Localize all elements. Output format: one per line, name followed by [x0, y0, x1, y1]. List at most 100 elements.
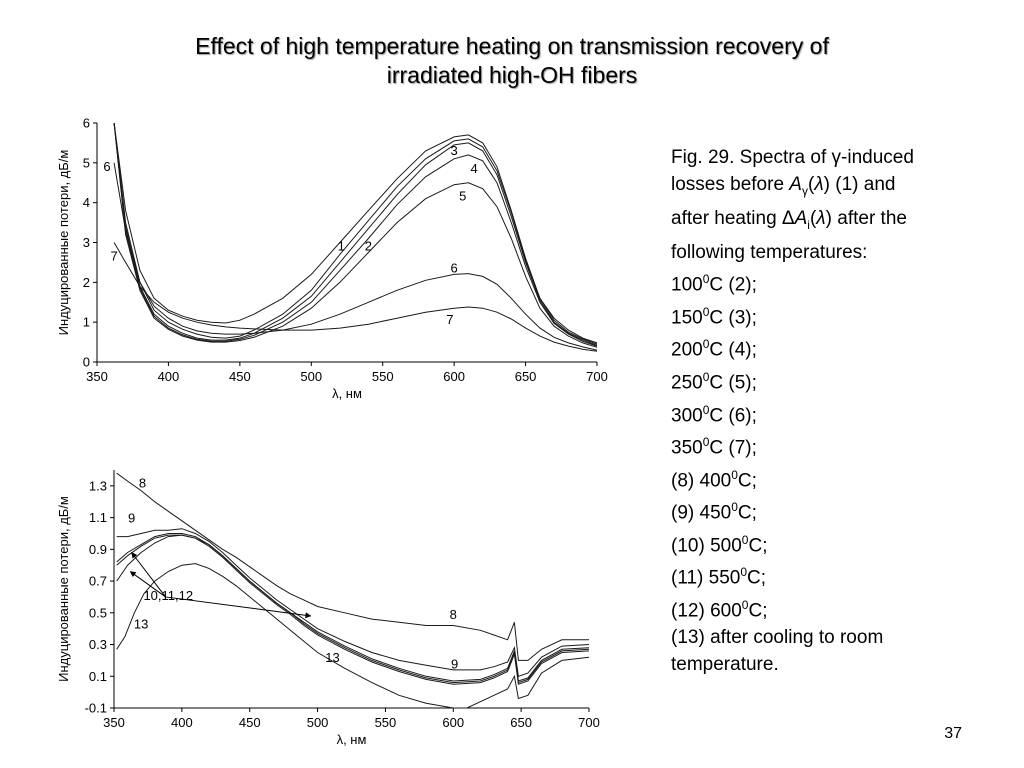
caption-text: (10) 500 — [671, 534, 742, 556]
caption-temperature-item: 2500C (5); — [671, 364, 991, 397]
series-line-8 — [116, 472, 589, 661]
caption-text: ) after the — [825, 208, 907, 230]
x-tick-label: 700 — [586, 369, 608, 384]
series-line-4 — [113, 122, 598, 347]
y-tick-label: 1 — [83, 315, 90, 330]
caption-temperature-item: (8) 4000C; — [671, 462, 991, 495]
caption-text: C (2); — [709, 274, 757, 296]
x-tick-label: 550 — [372, 369, 394, 384]
caption-text: C (5); — [709, 372, 757, 394]
caption-text: C; — [748, 600, 768, 622]
caption-text: 0 — [702, 402, 710, 417]
curve-label: 6 — [103, 159, 110, 174]
y-tick-label: 2 — [83, 275, 90, 290]
curve-label: 8 — [139, 475, 146, 490]
curve-label: 7 — [446, 312, 453, 327]
caption-temperature-item: 1500C (3); — [671, 299, 991, 332]
caption-text: (11) 550 — [671, 567, 741, 589]
x-tick-label: 700 — [578, 715, 600, 730]
caption-text: (8) 400 — [671, 469, 732, 491]
caption-symbol: λ — [814, 174, 824, 196]
series-line-5 — [113, 122, 598, 348]
caption-text: 0 — [731, 500, 738, 515]
caption-symbol: A — [789, 174, 802, 196]
caption-text: 0 — [702, 337, 710, 352]
caption-text: 100 — [671, 274, 703, 296]
caption-line: following temperatures: — [671, 242, 868, 264]
y-tick-label: 0.5 — [89, 605, 107, 620]
caption-text: (9) 450 — [671, 502, 732, 524]
leader-arrow — [131, 552, 166, 598]
series-line-6 — [113, 162, 598, 351]
caption-text: 0 — [741, 597, 749, 612]
curve-label: 10,11,12 — [143, 588, 193, 603]
caption-temperature-item: (9) 4500C; — [671, 494, 991, 527]
y-tick-label: 6 — [83, 116, 90, 131]
series-line-12 — [116, 534, 590, 682]
caption-temperature-item: 3500C (7); — [671, 429, 991, 462]
slide-title-line-2: irradiated high-OH fibers — [386, 62, 638, 88]
caption-text: after heating Δ — [671, 208, 795, 230]
caption-text: ( — [809, 208, 817, 230]
y-tick-label: 1.3 — [89, 478, 107, 493]
curve-label: 13 — [325, 650, 339, 665]
x-tick-label: 550 — [375, 715, 397, 730]
series-line-3 — [113, 122, 598, 346]
caption-text: 200 — [671, 339, 703, 361]
y-axis-label: Индуцированные потери, дБ/м — [56, 496, 71, 682]
caption-temperature-item: 3000C (6); — [671, 397, 991, 430]
y-axis-label: Индуцированные потери, дБ/м — [56, 150, 71, 336]
x-tick-label: 450 — [239, 715, 261, 730]
series-line-11 — [116, 534, 590, 685]
caption-temperature-item: 2000C (4); — [671, 331, 991, 364]
caption-text: 0 — [740, 565, 748, 580]
x-tick-label: 350 — [86, 369, 108, 384]
caption-text: 150 — [671, 307, 703, 329]
x-tick-label: 650 — [510, 715, 532, 730]
series-line-7 — [113, 242, 598, 352]
y-tick-label: -0.1 — [85, 701, 107, 716]
x-tick-label: 500 — [307, 715, 329, 730]
curve-label: 8 — [450, 607, 457, 622]
caption-text: 0 — [741, 532, 749, 547]
caption-temperature-item: (11) 5500C; — [671, 559, 991, 592]
caption-text: 350 — [671, 437, 703, 459]
caption-text: 300 — [671, 404, 703, 426]
caption-line: Fig. 29. Spectra of γ-induced — [671, 147, 914, 168]
caption-temperature-item: 1000C (2); — [671, 266, 991, 299]
caption-temperature-item: (12) 6000C; — [671, 592, 991, 625]
caption-text: C (3); — [709, 307, 757, 329]
curve-label: 6 — [451, 260, 458, 275]
curve-label: 9 — [451, 656, 458, 671]
page-number: 37 — [944, 725, 962, 742]
x-tick-label: 350 — [103, 715, 125, 730]
leader-arrow — [129, 571, 166, 598]
figure-caption: Fig. 29. Spectra of γ-induced losses bef… — [671, 144, 991, 679]
caption-line: after heating ΔAi(λ) after the — [671, 205, 991, 239]
x-tick-label: 400 — [158, 369, 180, 384]
y-tick-label: 0.1 — [89, 669, 107, 684]
caption-text: C (6); — [709, 404, 757, 426]
chart-bottom: 350 400 450 500 550 600 650 700 -0.1 0.1 0.3 0.5 0.7… — [56, 470, 600, 747]
curve-label: 13 — [134, 617, 148, 632]
y-tick-label: 0 — [83, 355, 90, 370]
x-tick-label: 500 — [300, 369, 322, 384]
caption-text: C (4); — [709, 339, 757, 361]
x-tick-label: 400 — [171, 715, 193, 730]
caption-text: C; — [748, 534, 768, 556]
series-line-1 — [113, 122, 598, 344]
series-line-13 — [116, 563, 590, 709]
caption-text: 0 — [702, 304, 710, 319]
y-tick-label: 0.7 — [89, 574, 107, 589]
caption-symbol: λ — [816, 208, 826, 230]
y-tick-label: 3 — [83, 235, 90, 250]
leader-arrow — [165, 596, 312, 619]
caption-text: 250 — [671, 372, 703, 394]
curve-label: 9 — [128, 510, 135, 525]
y-tick-label: 4 — [83, 195, 90, 210]
caption-text: C; — [737, 502, 757, 524]
x-tick-label: 650 — [515, 369, 537, 384]
caption-text: C; — [747, 567, 767, 589]
caption-text: ( — [807, 174, 815, 196]
